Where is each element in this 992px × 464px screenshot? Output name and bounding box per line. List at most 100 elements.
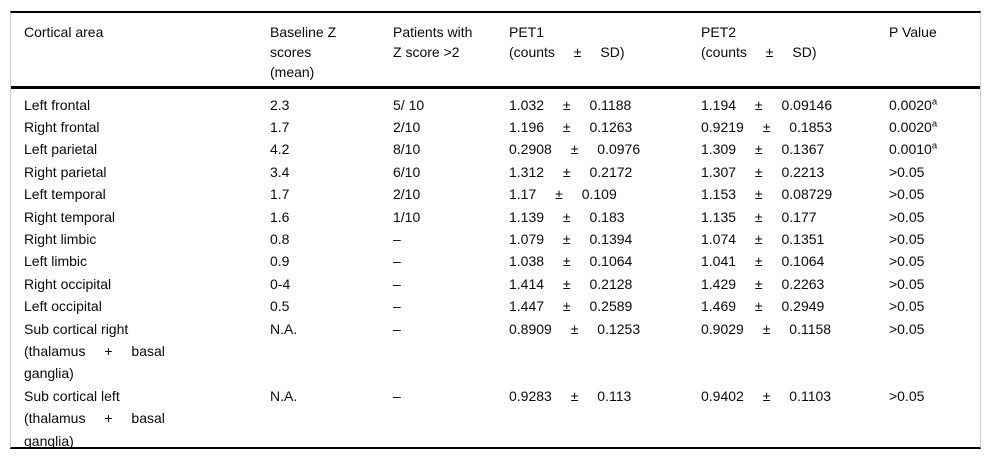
table-row: Left temporal 1.7 2/10 1.17 ± 0.109 1.153 ± … — [11, 183, 980, 205]
cell-baseline-z: N.A. — [270, 387, 298, 404]
cortical-area-line: Right limbic — [24, 230, 97, 247]
cell-p-value: >0.05 — [889, 206, 980, 228]
cell-p-value: 0.0010a — [889, 138, 980, 160]
cell-pet2: 1.307 ± 0.2213 — [701, 163, 825, 180]
cell-p-value: >0.05 — [889, 250, 980, 272]
cell-pet2: 1.074 ± 0.1351 — [701, 230, 825, 247]
cell-cortical-area: Left temporal — [11, 183, 270, 205]
cell-pet2: 0.9402 ± 0.1103 — [701, 387, 832, 404]
header-line: (mean) — [270, 64, 315, 80]
cell-patients: – — [393, 275, 401, 292]
col-header-cortical-area: Cortical area — [11, 13, 270, 89]
cell-pet2: 1.041 ± 0.1064 — [701, 253, 825, 270]
cell-baseline-z: 3.4 — [270, 163, 290, 180]
cell-cortical-area: Right temporal — [11, 206, 270, 228]
cortical-area-line: Left parietal — [24, 141, 98, 158]
cell-patients: – — [393, 230, 401, 247]
cell-pet2: 1.469 ± 0.2949 — [701, 298, 825, 315]
cell-p-value: >0.05 — [889, 183, 980, 205]
header-line: PET1 — [509, 24, 545, 40]
cell-patients: 2/10 — [393, 186, 421, 203]
cell-pet2: 0.9219 ± 0.1853 — [701, 118, 833, 135]
cell-cortical-area: Left occipital — [11, 295, 270, 317]
cell-pet1: 0.2908 ± 0.0976 — [509, 141, 641, 158]
cortical-area-line: Sub cortical right — [24, 320, 129, 337]
cell-pet1: 0.9283 ± 0.113 — [509, 387, 632, 404]
p-value-text: 0.0020 — [889, 96, 932, 113]
cell-p-value: >0.05 — [889, 295, 980, 317]
cell-pet1: 1.414 ± 0.2128 — [509, 275, 633, 292]
cortical-area-line: Right temporal — [24, 208, 116, 225]
cell-baseline-z: 1.6 — [270, 208, 290, 225]
cortical-area-line: Right frontal — [24, 118, 100, 135]
p-value-text: 0.0020 — [889, 118, 932, 135]
cell-pet1: 1.312 ± 0.2172 — [509, 163, 633, 180]
cell-pet1: 1.139 ± 0.183 — [509, 208, 625, 225]
cortical-area-line: Left limbic — [24, 253, 88, 270]
cortical-area-line: (thalamus + basal — [24, 410, 165, 427]
cell-baseline-z: 1.7 — [270, 186, 290, 203]
cell-p-value: >0.05 — [889, 273, 980, 295]
cell-baseline-z: 2.3 — [270, 96, 290, 113]
cell-pet1: 1.038 ± 0.1064 — [509, 253, 633, 270]
col-header-p-value: P Value — [889, 13, 980, 89]
cell-patients: – — [393, 298, 401, 315]
cell-baseline-z: 1.7 — [270, 118, 290, 135]
col-header-patients: Patients with Z score >2 — [393, 13, 509, 89]
p-value-text: >0.05 — [889, 320, 925, 337]
table-row: Right parietal 3.4 6/10 1.312 ± 0.2172 1.307… — [11, 161, 980, 183]
cell-p-value: >0.05 — [889, 318, 980, 385]
cell-cortical-area: Right occipital — [11, 273, 270, 295]
p-value-text: >0.05 — [889, 208, 925, 225]
cell-cortical-area: Right parietal — [11, 161, 270, 183]
table-row: Left limbic 0.9 – 1.038 ± 0.1064 1.041 ± 0.1… — [11, 250, 980, 272]
cell-baseline-z: 0-4 — [270, 275, 291, 292]
header-line: scores — [270, 44, 312, 60]
p-value-superscript: a — [931, 118, 938, 130]
table-row: Left parietal 4.2 8/10 0.2908 ± 0.0976 1.309… — [11, 138, 980, 160]
cell-pet2: 1.309 ± 0.1367 — [701, 141, 825, 158]
cell-cortical-area: Sub cortical right (thalamus + basal gangl… — [11, 318, 270, 385]
cell-pet2: 0.9029 ± 0.1158 — [701, 320, 832, 337]
cortical-area-line: Left frontal — [24, 96, 91, 113]
table-row: Sub cortical left (thalamus + basal gangli… — [11, 385, 980, 447]
table-row: Left frontal 2.3 5/ 10 1.032 ± 0.1188 1.194 … — [11, 87, 980, 116]
cell-cortical-area: Left parietal — [11, 138, 270, 160]
header-line: (counts ± SD) — [509, 44, 625, 60]
table-row: Sub cortical right (thalamus + basal gangl… — [11, 318, 980, 385]
cell-p-value: 0.0020a — [889, 116, 980, 138]
cell-p-value: >0.05 — [889, 228, 980, 250]
cell-pet1: 0.8909 ± 0.1253 — [509, 320, 641, 337]
cell-pet1: 1.032 ± 0.1188 — [509, 96, 632, 113]
col-header-pet2: PET2 (counts ± SD) — [701, 13, 889, 89]
data-table: Cortical area Baseline Z scores (mean) P… — [11, 13, 980, 447]
cortical-area-line: Left occipital — [24, 298, 102, 315]
cell-cortical-area: Right limbic — [11, 228, 270, 250]
header-row: Cortical area Baseline Z scores (mean) P… — [11, 13, 980, 89]
cortical-area-line: Left temporal — [24, 186, 106, 203]
cell-patients: – — [393, 387, 401, 404]
p-value-text: >0.05 — [889, 253, 925, 270]
pet-results-table: Cortical area Baseline Z scores (mean) P… — [10, 11, 981, 449]
p-value-text: >0.05 — [889, 163, 925, 180]
cell-baseline-z: 0.8 — [270, 230, 290, 247]
cortical-area-line: (thalamus + basal — [24, 342, 165, 359]
cell-pet1: 1.17 ± 0.109 — [509, 186, 617, 203]
cell-patients: – — [393, 320, 401, 337]
cell-patients: 5/ 10 — [393, 96, 425, 113]
header-line: Baseline Z — [270, 24, 337, 40]
p-value-text: >0.05 — [889, 230, 925, 247]
col-header-pet1: PET1 (counts ± SD) — [509, 13, 701, 89]
cortical-area-line: Right occipital — [24, 275, 112, 292]
header-line: Patients with — [393, 24, 473, 40]
cell-p-value: >0.05 — [889, 161, 980, 183]
cell-cortical-area: Sub cortical left (thalamus + basal gangli… — [11, 385, 270, 447]
header-line: (counts ± SD) — [701, 44, 817, 60]
cell-patients: 6/10 — [393, 163, 421, 180]
table-row: Right occipital 0-4 – 1.414 ± 0.2128 1.429 ±… — [11, 273, 980, 295]
p-value-text: 0.0010 — [889, 141, 932, 158]
cortical-area-line: Sub cortical left — [24, 387, 120, 404]
p-value-text: >0.05 — [889, 275, 925, 292]
p-value-text: >0.05 — [889, 186, 925, 203]
col-header-baseline-z: Baseline Z scores (mean) — [270, 13, 393, 89]
